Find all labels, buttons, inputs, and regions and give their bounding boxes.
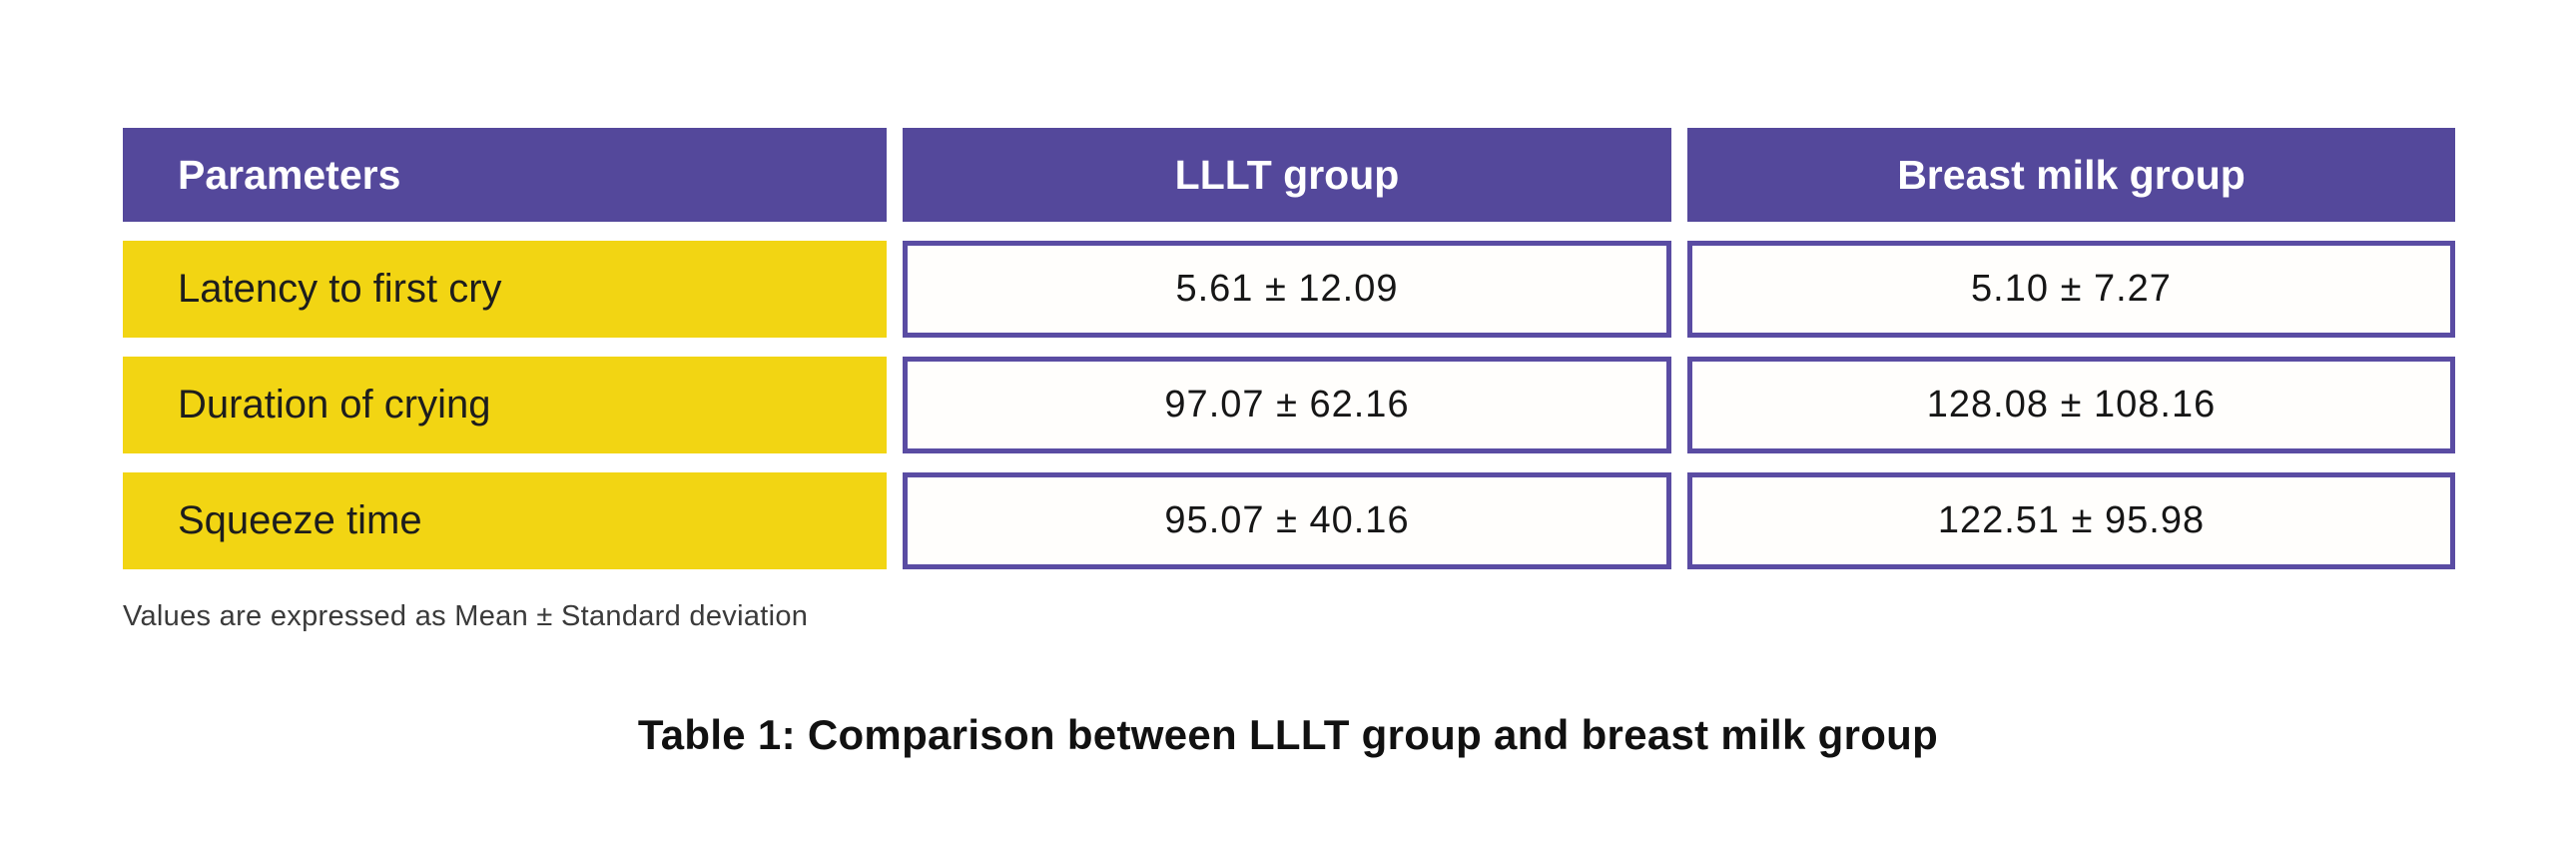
parameter-label: Squeeze time [178, 498, 422, 542]
value-text: 5.61 ± 12.09 [1175, 268, 1399, 310]
header-label: LLLT group [1174, 151, 1400, 198]
parameter-label: Latency to first cry [178, 267, 502, 311]
value-cell-duration-lllt: 97.07 ± 62.16 [903, 357, 1671, 453]
comparison-table: Parameters LLLT group Breast milk group … [123, 128, 2455, 569]
value-cell-latency-lllt: 5.61 ± 12.09 [903, 241, 1671, 338]
value-text: 5.10 ± 7.27 [1971, 268, 2172, 310]
value-text: 95.07 ± 40.16 [1164, 499, 1410, 541]
table-caption: Table 1: Comparison between LLLT group a… [637, 711, 1939, 758]
value-cell-squeeze-breast-milk: 122.51 ± 95.98 [1687, 472, 2455, 569]
value-cell-duration-breast-milk: 128.08 ± 108.16 [1687, 357, 2455, 453]
row-label-latency: Latency to first cry [123, 241, 887, 338]
value-cell-latency-breast-milk: 5.10 ± 7.27 [1687, 241, 2455, 338]
row-label-squeeze: Squeeze time [123, 472, 887, 569]
row-label-duration: Duration of crying [123, 357, 887, 453]
table-footnote: Values are expressed as Mean ± Standard … [123, 600, 809, 632]
header-cell-breast-milk-group: Breast milk group [1687, 128, 2455, 222]
header-cell-parameters: Parameters [123, 128, 887, 222]
header-label: Parameters [178, 151, 401, 198]
value-cell-squeeze-lllt: 95.07 ± 40.16 [903, 472, 1671, 569]
parameter-label: Duration of crying [178, 383, 491, 427]
header-cell-lllt-group: LLLT group [903, 128, 1671, 222]
header-label: Breast milk group [1897, 151, 2246, 198]
value-text: 97.07 ± 62.16 [1164, 384, 1410, 426]
value-text: 122.51 ± 95.98 [1937, 499, 2206, 541]
value-text: 128.08 ± 108.16 [1926, 384, 2217, 426]
